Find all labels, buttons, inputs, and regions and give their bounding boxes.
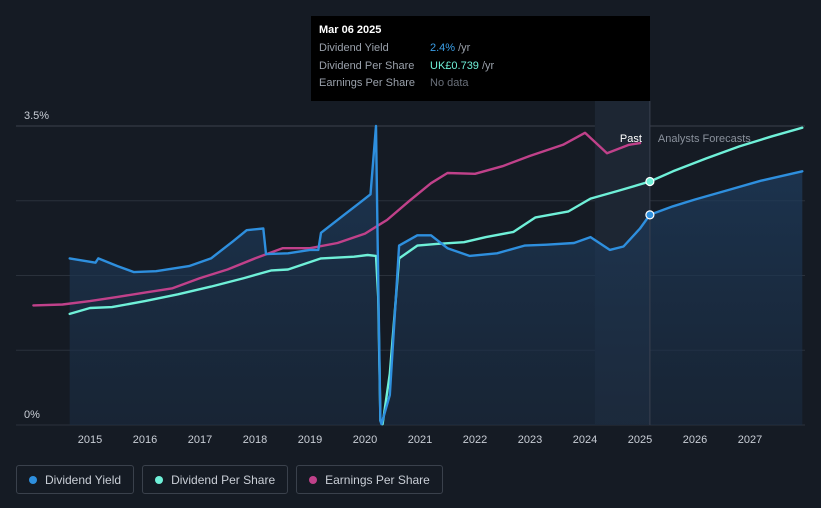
chart-markers: [645, 176, 655, 220]
past-label: Past: [620, 133, 642, 145]
legend-label: Dividend Yield: [45, 472, 122, 487]
earnings-per-share-line: [32, 131, 642, 307]
y-tick-label: 3.5%: [24, 110, 49, 122]
x-tick-label: 2024: [573, 434, 597, 446]
x-tick-label: 2021: [408, 434, 432, 446]
chart-lines: [32, 124, 804, 426]
legend-dot-icon: [155, 475, 164, 484]
x-tick-label: 2016: [133, 434, 157, 446]
tooltip-label: Earnings Per Share: [319, 77, 415, 89]
x-tick-label: 2023: [518, 434, 542, 446]
x-tick-label: 2015: [78, 434, 102, 446]
x-tick-label: 2019: [298, 434, 322, 446]
x-tick-label: 2018: [243, 434, 267, 446]
tooltip-unit: /yr: [481, 59, 495, 72]
legend-item-dividend-yield[interactable]: Dividend Yield: [16, 465, 135, 494]
legend-item-dividend-per-share[interactable]: Dividend Per Share: [142, 465, 289, 494]
y-tick-label: 0%: [24, 409, 40, 421]
x-tick-label: 2026: [683, 434, 707, 446]
tooltip-row-earnings-per-share: Earnings Per Share No data: [319, 77, 642, 95]
tooltip: Mar 06 2025 Dividend Yield 2.4% /yr Divi…: [311, 16, 650, 101]
dividend-per-share-line: [68, 126, 804, 426]
dividend-yield-line: [68, 124, 804, 426]
dividend-per-share-marker: [645, 176, 655, 187]
x-tick-label: 2027: [738, 434, 762, 446]
chart-areas: [69, 126, 803, 425]
tooltip-value: UK£0.739: [430, 59, 479, 72]
x-tick-label: 2025: [628, 434, 652, 446]
dividend-yield-marker: [645, 210, 655, 220]
tooltip-row-dividend-yield: Dividend Yield 2.4% /yr: [319, 42, 642, 60]
legend-label: Dividend Per Share: [171, 472, 276, 487]
x-tick-label: 2022: [463, 434, 487, 446]
legend-dot-icon: [309, 475, 318, 484]
tooltip-value: No data: [430, 77, 469, 89]
tooltip-row-dividend-per-share: Dividend Per Share UK£0.739 /yr: [319, 60, 642, 78]
legend: Dividend Yield Dividend Per Share Earnin…: [16, 465, 443, 494]
chart-labels: 2015 2016 2017 2018 2019 2020 2021 2022 2023 2024…: [24, 110, 762, 446]
legend-item-earnings-per-share[interactable]: Earnings Per Share: [296, 465, 443, 494]
tooltip-label: Dividend Yield: [319, 42, 389, 54]
tooltip-label: Dividend Per Share: [319, 59, 415, 72]
tooltip-date: Mar 06 2025: [319, 24, 382, 36]
forecast-label: Analysts Forecasts: [658, 133, 751, 145]
x-tick-label: 2017: [188, 434, 212, 446]
dividend-yield-area: [69, 126, 803, 425]
x-tick-label: 2020: [353, 434, 377, 446]
tooltip-unit: /yr: [458, 42, 471, 54]
legend-dot-icon: [29, 475, 37, 484]
legend-label: Earnings Per Share: [325, 472, 430, 487]
tooltip-value: 2.4%: [430, 42, 456, 54]
